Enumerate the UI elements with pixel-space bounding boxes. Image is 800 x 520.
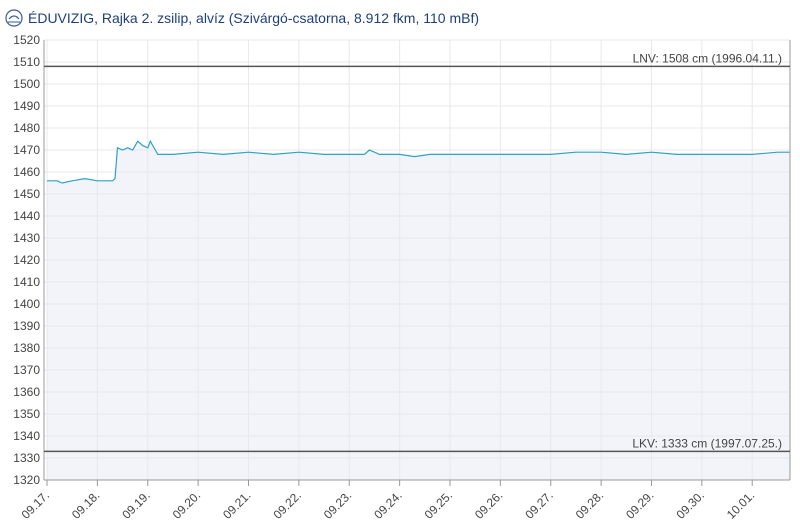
y-tick-label: 1380 [13, 341, 40, 355]
y-tick-label: 1460 [13, 165, 40, 179]
y-tick-label: 1420 [13, 253, 40, 267]
y-tick-label: 1350 [13, 407, 40, 421]
y-tick-label: 1430 [13, 231, 40, 245]
y-tick-label: 1390 [13, 319, 40, 333]
y-tick-label: 1490 [13, 99, 40, 113]
y-tick-label: 1320 [13, 473, 40, 487]
line [47, 139, 790, 184]
y-tick-label: 1510 [13, 55, 40, 69]
y-tick-label: 1450 [13, 187, 40, 201]
chart-title: ÉDUVIZIG, Rajka 2. zsilip, alvíz (Szivár… [28, 10, 479, 26]
logo [5, 9, 23, 27]
y-tick-label: 1340 [13, 429, 40, 443]
y-tick-label: 1520 [13, 33, 40, 47]
y-tick-label: 1440 [13, 209, 40, 223]
y-tick-label: 1400 [13, 297, 40, 311]
y-tick-label: 1480 [13, 121, 40, 135]
area [47, 141, 790, 480]
y-tick-label: 1410 [13, 275, 40, 289]
y-tick-label: 1360 [13, 385, 40, 399]
y-tick-label: 1500 [13, 77, 40, 91]
reference-label: LNV: 1508 cm (1996.04.11.) [633, 51, 782, 65]
y-tick-label: 1470 [13, 143, 40, 157]
y-tick-label: 1330 [13, 451, 40, 465]
y-tick-label: 1370 [13, 363, 40, 377]
reference-label: LKV: 1333 cm (1997.07.25.) [632, 436, 782, 450]
